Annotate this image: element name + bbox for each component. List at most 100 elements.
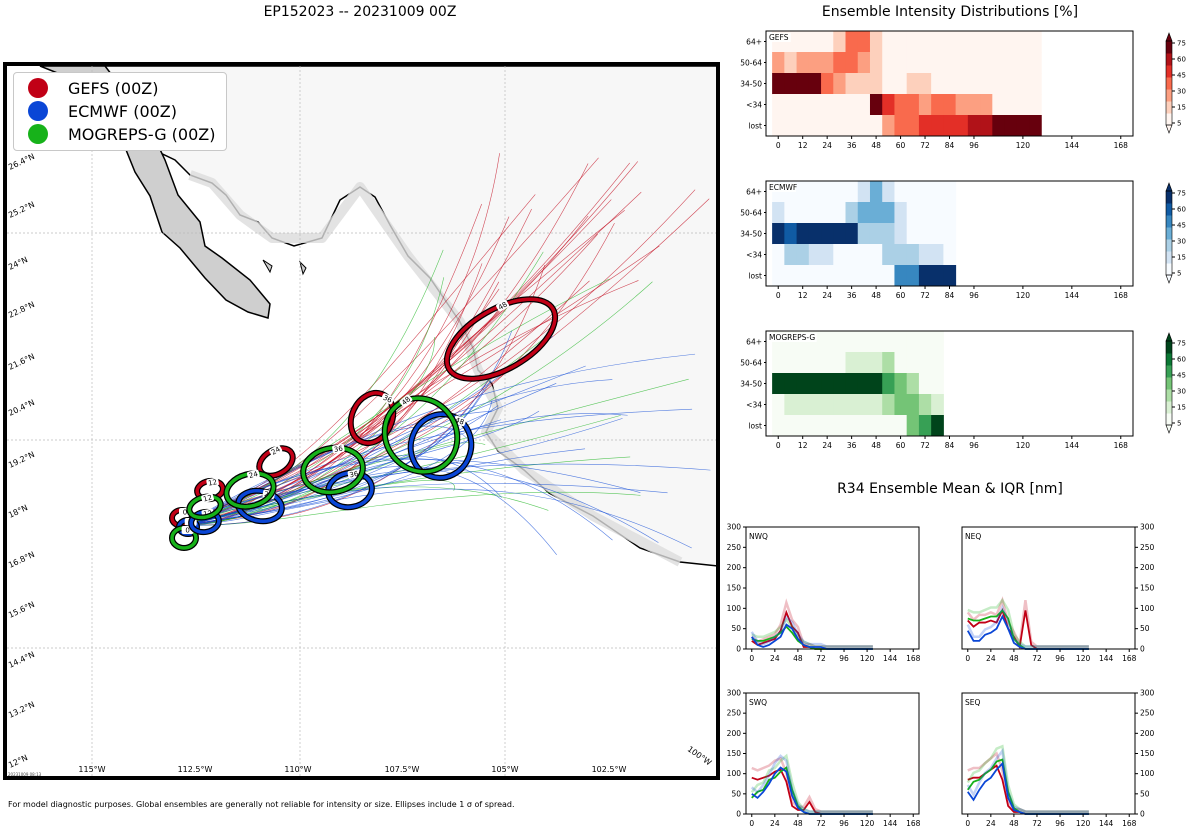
lon-tick-label: 107.5°W <box>385 765 420 774</box>
x-tick-label: 12 <box>798 141 808 150</box>
heatmap-cell <box>955 94 969 116</box>
row-label: 64+ <box>746 338 762 347</box>
heatmap-cell <box>1029 115 1042 137</box>
x-tick-label: 48 <box>1009 819 1019 828</box>
x-tick-label: 144 <box>1065 141 1080 150</box>
heatmap-cell <box>1029 73 1042 95</box>
r34-panel: NEQ 0 50 100 150 200 250 300 0 24 48 72 96 120 144 168 <box>961 523 1155 663</box>
heatmap-cell <box>796 244 810 266</box>
heatmap-cell <box>784 73 798 95</box>
colorbar-segment <box>1166 53 1172 66</box>
heatmap-cell <box>931 244 944 266</box>
heatmap-cell <box>1016 115 1030 137</box>
colorbar-segment <box>1166 341 1172 354</box>
ellipse-label-bg <box>381 393 395 405</box>
map-legend: GEFS (00Z) ECMWF (00Z) MOGREPS-G (00Z) <box>13 72 227 151</box>
heatmap-cell <box>918 331 932 353</box>
x-tick-label: 96 <box>969 141 979 150</box>
y-tick-label: 200 <box>727 563 742 572</box>
y-tick-label: 300 <box>727 689 742 698</box>
x-tick-label: 24 <box>986 654 996 663</box>
heatmap-cell <box>906 94 920 116</box>
intensity-heatmap: MOGREPS-G 64+ 50-64 34-50 <34 lost 0 12 24 36 48 60… <box>740 330 1186 450</box>
heatmap-cell <box>943 115 957 137</box>
y-tick-label: 150 <box>1140 749 1155 758</box>
y-tick-label: 300 <box>1140 689 1155 698</box>
ellipse-label-bg <box>496 300 510 312</box>
intensity-heatmap: GEFS 64+ 50-64 34-50 <34 lost 0 12 24 36 48 60 72 84 9… <box>740 30 1186 150</box>
heatmap-cell <box>967 115 981 137</box>
x-tick-label: 144 <box>1099 654 1114 663</box>
panel-label: ECMWF <box>769 183 797 192</box>
ellipse-label: 48 <box>497 300 509 311</box>
iqr-line <box>967 597 1089 648</box>
heatmap-cell <box>808 181 822 203</box>
heatmap-cell <box>869 331 883 353</box>
colorbar-segment <box>1166 389 1172 402</box>
heatmap-cell <box>833 202 847 224</box>
x-tick-label: 72 <box>920 141 930 150</box>
x-tick-label: 60 <box>896 141 906 150</box>
heatmap-cell <box>980 115 993 137</box>
heatmap-cell <box>931 373 944 395</box>
heatmap-cell <box>821 202 834 224</box>
track-ellipse: 36 <box>347 389 397 447</box>
heatmap-cell <box>869 394 883 416</box>
lon-tick-label: 112.5°W <box>178 765 213 774</box>
colorbar-segment <box>1166 113 1172 126</box>
ellipse-ring <box>301 445 365 495</box>
heatmap-cell <box>833 352 847 374</box>
heatmap-cell <box>918 73 932 95</box>
iqr-line <box>751 756 873 813</box>
heatmap-cell <box>882 202 895 224</box>
heatmap-cell <box>967 94 981 116</box>
heatmap-cell <box>869 181 883 203</box>
colorbar-tick-label: 30 <box>1177 238 1186 246</box>
colorbar-segment <box>1166 191 1172 204</box>
colorbar-tick-label: 45 <box>1177 222 1186 230</box>
heatmap-cell <box>931 415 944 437</box>
heatmap-cell <box>1004 73 1018 95</box>
heatmap-cell <box>784 352 798 374</box>
heatmap-cell <box>772 73 785 95</box>
heatmap-cell <box>821 223 834 245</box>
heatmap-cell <box>869 202 883 224</box>
x-tick-label: 72 <box>1032 819 1042 828</box>
x-tick-label: 168 <box>906 819 921 828</box>
heatmap-cell <box>992 94 1006 116</box>
heatmap-cell <box>833 223 847 245</box>
heatmap-cell <box>894 31 908 53</box>
heatmap-cell <box>772 265 785 287</box>
heatmap-cell <box>1029 94 1042 116</box>
track-ellipse: 36 <box>300 444 366 496</box>
row-label: lost <box>748 122 762 131</box>
row-label: 34-50 <box>740 380 762 389</box>
panel-frame <box>745 692 920 815</box>
heatmap-cell <box>931 94 944 116</box>
heatmap-cell <box>857 52 871 74</box>
heatmap-cell <box>772 223 785 245</box>
colorbar-segment <box>1166 215 1172 228</box>
heatmap-cell <box>894 115 908 137</box>
heatmap-cell <box>796 181 810 203</box>
heatmap-cell <box>931 394 944 416</box>
heatmap-cell <box>869 31 883 53</box>
heatmap-cell <box>906 352 920 374</box>
heatmap-cell <box>796 31 810 53</box>
y-tick-label: 50 <box>731 789 741 798</box>
row-label: 64+ <box>746 188 762 197</box>
ellipse-label: 24 <box>248 470 259 480</box>
heatmap-cell <box>894 202 908 224</box>
ensemble-track <box>181 425 471 526</box>
x-tick-label: 84 <box>945 141 955 150</box>
heatmap-cell <box>796 202 810 224</box>
x-tick-label: 144 <box>883 654 898 663</box>
iqr-line <box>750 753 873 813</box>
y-tick-label: 200 <box>1140 563 1155 572</box>
heatmap-cell <box>784 94 798 116</box>
colorbar-frame <box>1165 340 1173 426</box>
heatmap-cell <box>857 373 871 395</box>
y-tick-label: 250 <box>1140 709 1155 718</box>
coast-shade <box>188 170 683 567</box>
heatmap-cell <box>955 115 969 137</box>
